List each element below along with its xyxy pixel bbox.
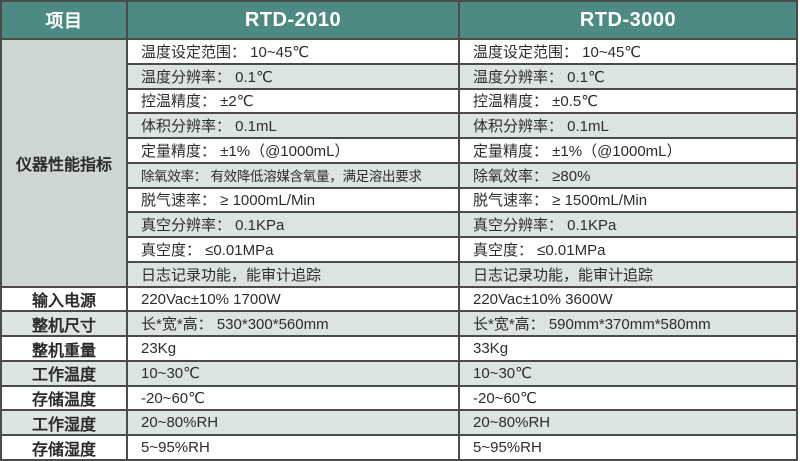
table-cell: 日志记录功能，能审计追踪	[128, 262, 458, 286]
row-label: 整机重量	[2, 337, 126, 360]
table-cell: 体积分辨率： 0.1mL	[460, 114, 796, 138]
header-cell-rtd-2010: RTD-2010	[128, 2, 458, 38]
table-cell: 控温精度： ±0.5℃	[460, 89, 796, 113]
section-label-performance: 仪器性能指标	[2, 40, 126, 286]
table-cell: 10~30℃	[460, 361, 796, 385]
table-cell: 控温精度： ±2℃	[128, 89, 458, 113]
table-cell: -20~60℃	[460, 386, 796, 410]
table-cell: 220Vac±10% 1700W	[128, 287, 458, 311]
table-cell: 220Vac±10% 3600W	[460, 287, 796, 311]
table-cell: 23Kg	[128, 337, 458, 360]
table-cell: 5~95%RH	[128, 436, 458, 459]
table-cell: 除氧效率： 有效降低溶媒含氧量，满足溶出要求	[128, 163, 458, 187]
row-label: 存储温度	[2, 386, 126, 410]
table-cell: 温度分辨率： 0.1℃	[128, 64, 458, 88]
header-cell-item: 项目	[2, 2, 126, 38]
table-cell: 真空分辨率： 0.1KPa	[128, 213, 458, 237]
table-cell: 20~80%RH	[128, 411, 458, 435]
table-cell: 定量精度： ±1%（@1000mL）	[460, 139, 796, 162]
table-cell: 定量精度： ±1%（@1000mL）	[128, 139, 458, 162]
table-cell: 长*宽*高： 590mm*370mm*580mm	[460, 312, 796, 336]
row-label: 整机尺寸	[2, 312, 126, 336]
table-cell: 脱气速率： ≥ 1000mL/Min	[128, 188, 458, 212]
table-cell: 20~80%RH	[460, 411, 796, 435]
table-cell: 长*宽*高： 530*300*560mm	[128, 312, 458, 336]
table-cell: 温度设定范围： 10~45℃	[128, 40, 458, 63]
table-cell: 除氧效率： ≥80%	[460, 163, 796, 187]
table-cell: 5~95%RH	[460, 436, 796, 459]
row-label: 存储湿度	[2, 436, 126, 459]
table-cell: 体积分辨率： 0.1mL	[128, 114, 458, 138]
table-cell: 温度设定范围： 10~45℃	[460, 40, 796, 63]
header-cell-rtd-3000: RTD-3000	[460, 2, 796, 38]
table-cell: 脱气速率： ≥ 1500mL/Min	[460, 188, 796, 212]
table-cell: 真空度： ≤0.01MPa	[128, 238, 458, 261]
row-label: 工作湿度	[2, 411, 126, 435]
table-cell: 真空度： ≤0.01MPa	[460, 238, 796, 261]
row-label: 工作温度	[2, 361, 126, 385]
table-cell: 33Kg	[460, 337, 796, 360]
row-label: 输入电源	[2, 287, 126, 311]
table-cell: 日志记录功能，能审计追踪	[460, 262, 796, 286]
table-cell: -20~60℃	[128, 386, 458, 410]
table-cell: 温度分辨率： 0.1℃	[460, 64, 796, 88]
table-cell: 10~30℃	[128, 361, 458, 385]
table-cell: 真空分辨率： 0.1KPa	[460, 213, 796, 237]
